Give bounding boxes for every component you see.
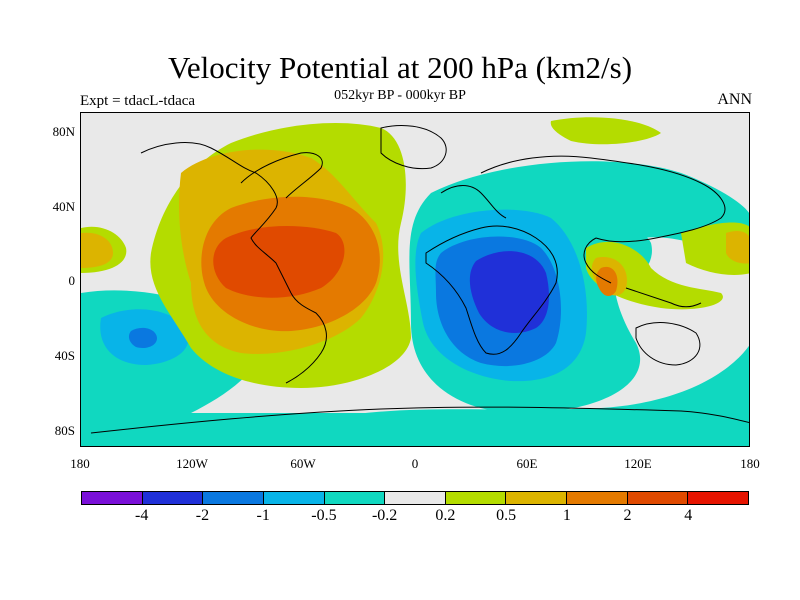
lon-tick: 120E — [624, 456, 652, 471]
lon-tick: 180 — [740, 456, 760, 471]
colorbar-label: 0.5 — [496, 507, 517, 524]
lat-tick: 40N — [52, 199, 75, 214]
lat-tick: 40S — [54, 348, 75, 363]
experiment-label: Expt = tdacL-tdaca — [80, 93, 196, 109]
lon-tick: 0 — [411, 456, 419, 471]
colorbar-box — [82, 492, 143, 504]
contour-negative-strongest — [469, 251, 549, 333]
colorbar-box — [324, 492, 386, 504]
lat-tick: 80S — [54, 423, 75, 438]
lon-tick: 180 — [70, 456, 90, 471]
lat-tick: 80N — [52, 124, 75, 139]
colorbar-box — [142, 492, 204, 504]
lat-tick: 0 — [68, 273, 76, 288]
map-subtitle: 052kyr BP - 000kyr BP — [334, 88, 466, 103]
colorbar-box — [263, 492, 325, 504]
colorbar — [81, 491, 749, 505]
colorbar-label: -4 — [135, 507, 149, 524]
map-panel — [80, 112, 750, 447]
colorbar-label: 4 — [684, 507, 693, 524]
velocity-potential-map — [81, 113, 749, 446]
colorbar-box — [567, 492, 628, 504]
coastlines — [90, 124, 749, 434]
season-label: ANN — [717, 91, 752, 108]
colorbar-box — [627, 492, 689, 504]
lon-tick: 120W — [176, 456, 208, 471]
colorbar-label: -2 — [195, 507, 210, 524]
colorbar-label: -0.5 — [311, 507, 337, 524]
colorbar-box — [203, 492, 264, 504]
colorbar-label: 0.2 — [435, 507, 456, 524]
lon-tick: 60W — [290, 456, 316, 471]
colorbar-label: -0.2 — [371, 507, 398, 524]
colorbar-label: 1 — [562, 507, 571, 524]
colorbar-label: 2 — [623, 507, 632, 524]
contour-positive-strongest — [213, 226, 345, 298]
colorbar-box — [688, 492, 749, 504]
lon-tick: 60E — [516, 456, 538, 471]
colorbar-box — [445, 492, 507, 504]
colorbar-box — [385, 492, 446, 504]
colorbar-label: -1 — [256, 507, 270, 524]
colorbar-box — [506, 492, 568, 504]
map-title: Velocity Potential at 200 hPa (km2/s) — [167, 50, 633, 85]
